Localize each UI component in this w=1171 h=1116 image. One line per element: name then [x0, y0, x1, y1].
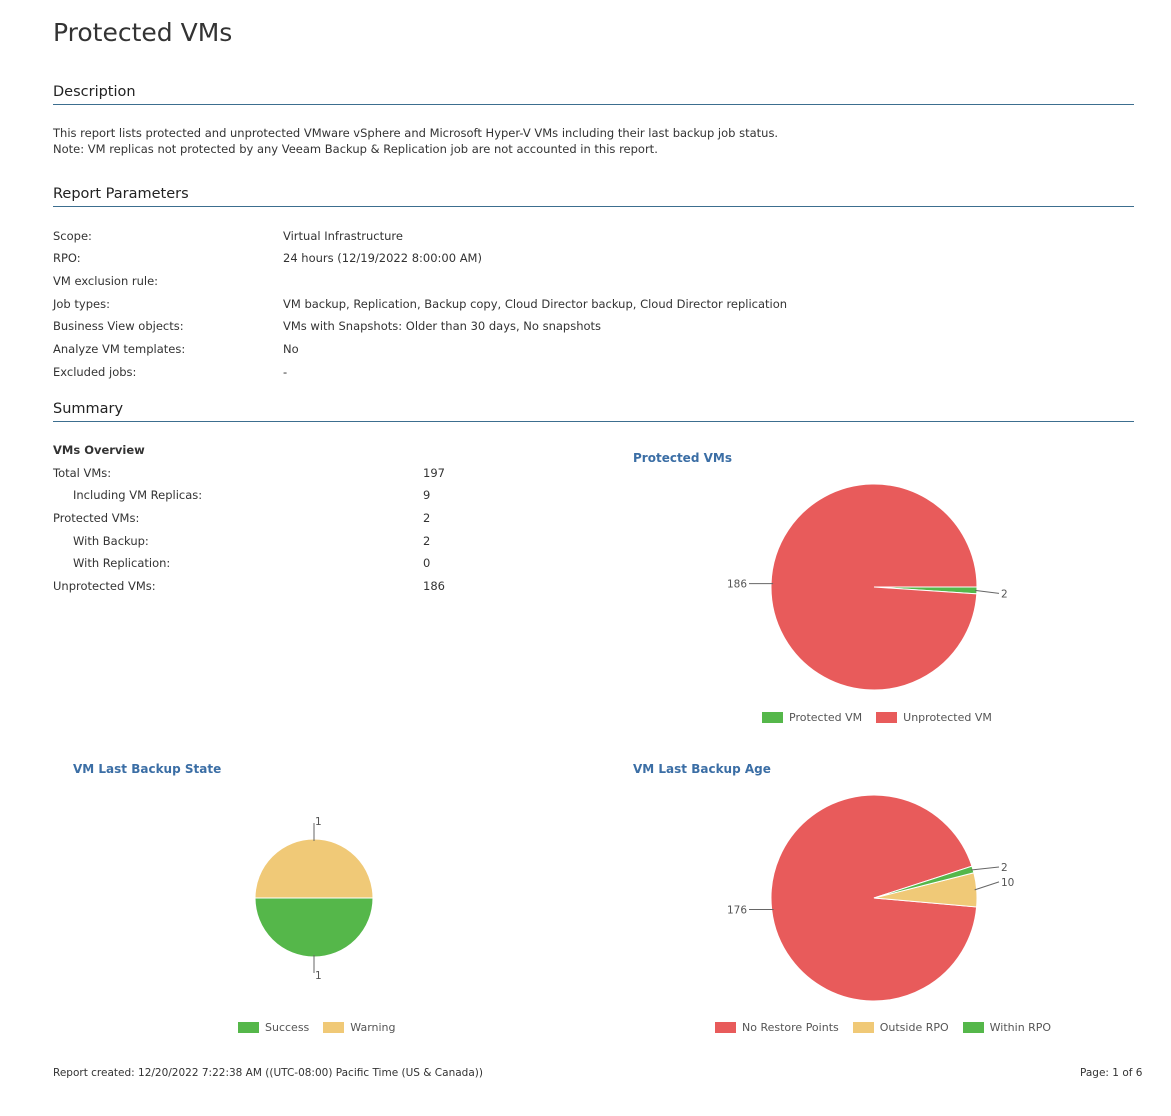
param-value-business-view: VMs with Snapshots: Older than 30 days, … [283, 319, 602, 333]
legend-item-protected-vm: Protected VM [762, 711, 862, 724]
data-label-no-restore-points: 176 [727, 904, 747, 916]
param-label-scope: Scope: [53, 229, 92, 243]
param-value-rpo: 24 hours (12/19/2022 8:00:00 AM) [283, 251, 482, 265]
legend-label-within-rpo: Within RPO [989, 1021, 1052, 1034]
overview-label-with-replication: With Replication: [73, 556, 171, 570]
leader-line-protected-vm [974, 589, 1000, 594]
description-heading: Description [53, 84, 1134, 105]
param-label-rpo: RPO: [53, 251, 81, 265]
overview-value-protected-vms: 2 [423, 511, 431, 525]
overview-label-including-replicas: Including VM Replicas: [73, 488, 203, 502]
param-label-business-view: Business View objects: [53, 319, 184, 333]
legend-label-outside-rpo: Outside RPO [879, 1021, 949, 1034]
param-label-vm-exclusion-rule: VM exclusion rule: [53, 274, 159, 288]
protected-vms-pie-chart: 2 186 [727, 483, 1008, 691]
legend-swatch-unprotected-vm [876, 712, 898, 723]
legend-swatch-no-restore-points [715, 1022, 736, 1033]
legend-item-success: Success [238, 1021, 309, 1034]
legend-swatch-protected-vm [762, 712, 783, 723]
pie-slice-unprotected-vm [770, 483, 978, 691]
report-parameters-heading: Report Parameters [53, 186, 1134, 207]
description-text: This report lists protected and unprotec… [53, 126, 779, 140]
legend-swatch-within-rpo [962, 1022, 984, 1033]
data-label-unprotected-vm: 186 [727, 579, 747, 591]
vms-overview-title: VMs Overview [53, 443, 145, 457]
legend-item-warning: Warning [323, 1021, 396, 1034]
summary-heading: Summary [53, 401, 1134, 422]
overview-value-with-backup: 2 [423, 534, 431, 548]
legend-item-outside-rpo: Outside RPO [852, 1021, 949, 1034]
legend-label-protected-vm: Protected VM [789, 711, 863, 724]
param-label-analyze-templates: Analyze VM templates: [53, 342, 186, 356]
page-number: Page: 1 of 6 [1080, 1067, 1143, 1079]
data-label-success: 1 [315, 970, 322, 980]
overview-value-with-replication: 0 [423, 556, 431, 570]
leader-line-within-rpo [970, 866, 1000, 871]
legend-swatch-success [238, 1022, 259, 1033]
page-title: Protected VMs [53, 18, 233, 47]
overview-label-total-vms: Total VMs: [53, 466, 112, 480]
legend-label-no-restore-points: No Restore Points [742, 1021, 839, 1034]
data-label-outside-rpo: 10 [1001, 877, 1014, 889]
vm-last-backup-state-pie-chart: 11 [254, 816, 374, 980]
legend-item-unprotected-vm: Unprotected VM [876, 711, 992, 724]
data-label-within-rpo: 2 [1001, 862, 1008, 874]
pie-slice-success [254, 897, 374, 958]
param-value-excluded-jobs: - [283, 365, 288, 379]
legend-label-unprotected-vm: Unprotected VM [903, 711, 992, 724]
legend-label-success: Success [265, 1021, 310, 1034]
param-label-job-types: Job types: [53, 297, 110, 311]
legend-swatch-outside-rpo [852, 1022, 874, 1033]
backup-state-legend: Success Warning [238, 1021, 410, 1034]
legend-label-warning: Warning [350, 1021, 396, 1034]
legend-item-within-rpo: Within RPO [962, 1021, 1052, 1034]
pie-slice-warning [254, 838, 374, 899]
overview-label-unprotected-vms: Unprotected VMs: [53, 579, 156, 593]
chart-title-vm-last-backup-age: VM Last Backup Age [633, 762, 771, 776]
param-label-excluded-jobs: Excluded jobs: [53, 365, 137, 379]
leader-line-outside-rpo [974, 881, 1000, 891]
description-note: Note: VM replicas not protected by any V… [53, 142, 658, 156]
data-label-protected-vm: 2 [1001, 588, 1008, 600]
overview-value-total-vms: 197 [423, 466, 445, 480]
data-label-warning: 1 [315, 816, 322, 828]
overview-label-protected-vms: Protected VMs: [53, 511, 140, 525]
overview-value-unprotected-vms: 186 [423, 579, 445, 593]
overview-value-including-replicas: 9 [423, 488, 431, 502]
param-value-scope: Virtual Infrastructure [283, 229, 403, 243]
report-created-footer: Report created: 12/20/2022 7:22:38 AM ((… [53, 1067, 483, 1079]
param-value-analyze-templates: No [283, 342, 299, 356]
legend-swatch-warning [323, 1022, 345, 1033]
backup-age-legend: No Restore Points Outside RPO Within RPO [715, 1021, 1065, 1034]
legend-item-no-restore-points: No Restore Points [715, 1021, 839, 1034]
param-value-job-types: VM backup, Replication, Backup copy, Clo… [283, 297, 788, 311]
protected-vms-legend: Protected VM Unprotected VM [762, 711, 1006, 724]
vm-last-backup-age-pie-chart: 176 10 2 [727, 794, 1014, 1002]
overview-label-with-backup: With Backup: [73, 534, 149, 548]
chart-title-protected-vms: Protected VMs [633, 451, 732, 465]
chart-title-vm-last-backup-state: VM Last Backup State [73, 762, 222, 776]
